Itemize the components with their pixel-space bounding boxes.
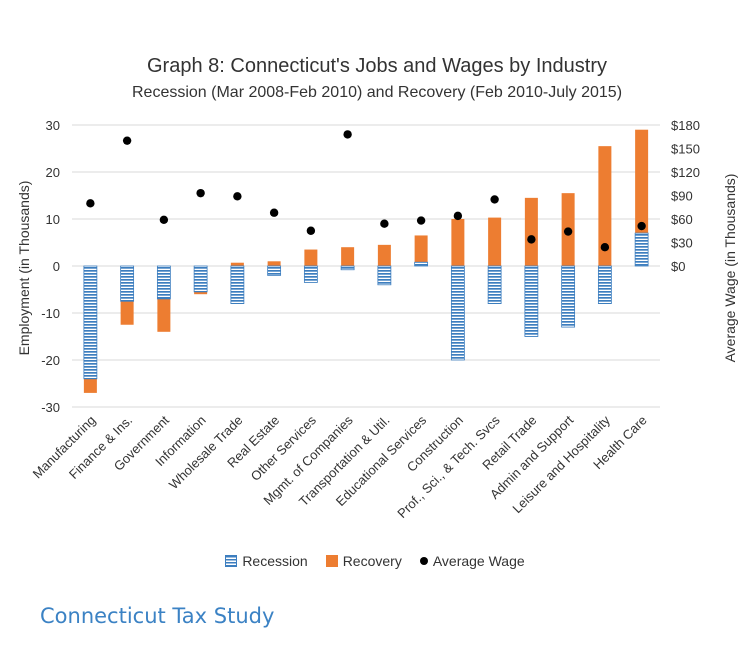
wage-dot [122, 136, 132, 145]
chart-legend: Recession Recovery Average Wage [0, 553, 750, 569]
y-tick-label: 20 [46, 165, 60, 180]
y2-tick-label: $0 [671, 259, 685, 274]
wage-dot [306, 226, 316, 235]
bar-recovery [414, 235, 428, 266]
bar-recession [303, 265, 318, 283]
y2-tick-label: $90 [671, 189, 693, 204]
bar-recovery [377, 244, 391, 266]
legend-label-recovery: Recovery [342, 553, 402, 569]
bar-recession [340, 265, 355, 271]
bar-recovery [524, 197, 538, 266]
bar-recovery [194, 291, 208, 295]
y-tick-label: -10 [41, 306, 60, 321]
legend-item-average-wage: Average Wage [419, 553, 525, 569]
bar-recovery [267, 261, 281, 266]
chart-title: Graph 8: Connecticut's Jobs and Wages by… [147, 55, 607, 77]
bar-recovery [230, 262, 244, 266]
y-tick-label: 10 [46, 212, 60, 227]
wage-dot [637, 221, 646, 231]
wage-dots [86, 130, 646, 252]
bar-recovery [304, 249, 318, 266]
bar-recession [230, 265, 245, 304]
legend-swatch-average-wage [419, 557, 428, 565]
y2-tick-label: $60 [671, 212, 693, 227]
wage-dot [159, 215, 169, 224]
y2-tick-label: $150 [671, 142, 700, 157]
x-tick-label: Manufacturing [30, 413, 99, 482]
wage-dot [453, 211, 463, 221]
bar-recession [83, 265, 98, 380]
bar-recovery [598, 146, 612, 266]
y-axis-label: Employment (in Thousands) [16, 181, 32, 356]
bar-recovery [157, 298, 171, 332]
wage-dot [563, 227, 573, 236]
wage-dot [233, 192, 242, 201]
y2-tick-label: $180 [671, 118, 700, 133]
bar-recession [193, 265, 208, 293]
bar-recovery [120, 301, 134, 325]
legend-label-average-wage: Average Wage [432, 553, 525, 569]
bar-recession [377, 265, 392, 286]
bar-recession [524, 265, 539, 337]
bars [83, 129, 649, 393]
wage-dot [600, 243, 610, 252]
bar-recession [487, 265, 502, 304]
bar-recession [450, 265, 465, 361]
y-tick-label: -30 [41, 400, 60, 415]
legend-item-recession: Recession [225, 553, 308, 569]
chart-svg: Graph 8: Connecticut's Jobs and Wages by… [16, 55, 738, 521]
y-tick-label: 30 [46, 118, 60, 133]
legend-item-recovery: Recovery [325, 553, 402, 569]
chart-subtitle: Recession (Mar 2008-Feb 2010) and Recove… [132, 84, 622, 101]
wage-dot [196, 188, 205, 198]
bar-recession [156, 265, 171, 300]
bar-recovery [451, 219, 465, 266]
bar-recession [634, 232, 649, 267]
bar-recession [267, 265, 282, 276]
bar-recession [597, 265, 612, 304]
wage-dot [380, 219, 389, 228]
wage-dot [343, 130, 352, 139]
legend-swatch-recovery [325, 555, 338, 567]
y2-tick-label: $30 [671, 236, 693, 251]
bar-recovery [341, 247, 355, 266]
wage-dot [269, 208, 279, 217]
bar-recession [120, 265, 135, 302]
wage-dot [527, 235, 536, 244]
bar-recession [561, 265, 576, 328]
bar-recovery [635, 129, 649, 266]
bar-recovery [83, 378, 97, 393]
legend-label-recession: Recession [242, 553, 308, 569]
y2-tick-label: $120 [671, 165, 700, 180]
wage-dot [416, 216, 426, 225]
y-tick-label: 0 [53, 259, 60, 274]
bar-recovery [488, 217, 502, 266]
legend-swatch-recession [225, 555, 238, 567]
source-caption-link[interactable]: Connecticut Tax Study [40, 604, 275, 628]
wage-dot [490, 195, 499, 204]
y-tick-label: -20 [41, 353, 60, 368]
bar-recession [414, 261, 429, 267]
wage-dot [86, 199, 95, 208]
y2-axis-label: Average Wage (in Thousands) [722, 174, 738, 363]
